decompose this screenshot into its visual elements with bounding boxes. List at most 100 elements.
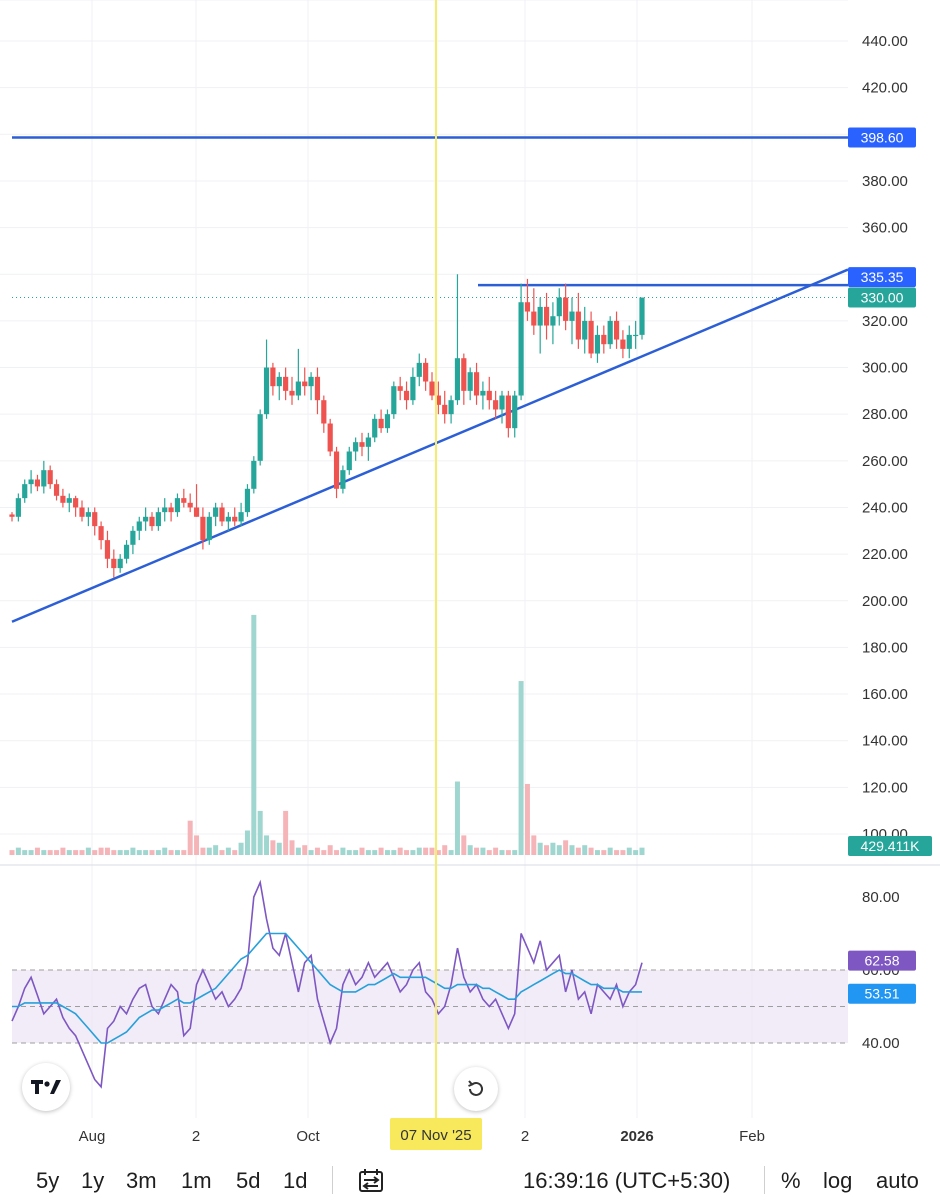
time-zone-readout[interactable]: 16:39:16 (UTC+5:30) [523,1168,731,1193]
volume-bar [499,850,505,855]
candle-body [149,516,155,527]
volume-bar [378,847,384,855]
volume-bar [563,840,569,855]
candle-body [200,516,206,541]
volume-bar [569,845,575,855]
toolbar-divider [764,1166,765,1194]
candle-body [531,311,537,326]
volume-bar [98,847,104,855]
candle-body [308,376,314,387]
volume-bar [601,850,607,855]
volume-bar [111,850,117,855]
candle-body [442,404,448,415]
candle-body [391,386,397,415]
candle-body [174,498,181,513]
rsi-axis-label: 40.00 [862,1035,900,1052]
percent-scale-toggle[interactable]: % [781,1168,801,1193]
volume-bar [575,847,581,855]
volume-bar [620,850,626,855]
timeframe-1y[interactable]: 1y [81,1168,105,1193]
volume-bar [244,830,250,855]
rsi-value-tag-label: 62.58 [864,953,899,969]
volume-bar [448,850,454,855]
timeframe-1m[interactable]: 1m [181,1168,212,1193]
candle-body [136,521,142,531]
price-tag-last: 330.00 [848,287,916,308]
rsi-value-tag: 62.58 [848,950,916,971]
candle-body [321,400,327,424]
candle-body [620,339,626,349]
log-scale-toggle[interactable]: log [823,1168,853,1193]
timeframe-5d[interactable]: 5d [236,1168,261,1193]
volume-bar [302,845,308,855]
candle-body [601,334,607,345]
crosshair-date-box [390,1118,482,1150]
candle-body [486,390,492,401]
candle-body [493,400,499,410]
candle-body [359,442,365,447]
candle-body [276,376,282,387]
volume-bar [480,847,486,855]
volume-bars [9,614,645,855]
rsi-value-tag-box [848,950,916,971]
volume-bar [512,850,518,855]
volume-bar [289,840,295,855]
price-tag-398: 398.60 [848,127,916,148]
candle-body [473,372,480,396]
calendar-range-icon[interactable] [358,1169,384,1193]
timeframe-1d[interactable]: 1d [283,1168,308,1193]
volume-bar [537,842,543,855]
candle-body [633,334,639,337]
volume-bar [518,681,524,855]
candle-body [575,311,581,340]
candle-body [104,540,111,559]
candle-body [372,418,378,438]
price-tag-398-box [848,127,916,148]
volume-bar [397,847,403,855]
volume-bar [162,847,168,855]
volume-bar [104,847,110,855]
candle-body [333,451,340,489]
candle-body [353,442,359,452]
rsi-line [11,879,643,1089]
volume-bar [308,850,314,855]
volume-bar [391,850,397,855]
volume-bar [544,845,550,855]
candle-body [435,395,441,405]
auto-scale-toggle[interactable]: auto [876,1168,919,1193]
candles [9,274,645,578]
volume-bar [276,842,282,855]
volume-bar [295,847,301,855]
volume-bar [22,850,28,855]
price-axis-label: 200.00 [862,593,908,610]
tradingview-logo-icon[interactable] [22,1063,70,1111]
volume-bar [136,850,142,855]
candle-body [550,316,556,326]
candle-body [181,498,187,503]
volume-bar [461,835,467,855]
candle-body [244,488,251,513]
volume-bar [225,847,231,855]
rsi-ma-value-tag-label: 53.51 [864,986,899,1002]
price-axis-label: 180.00 [862,639,908,656]
candle-body [219,507,225,522]
price-axis-label: 380.00 [862,173,908,190]
candle-body [543,306,550,326]
timeframe-5y[interactable]: 5y [36,1168,60,1193]
price-axis-label: 240.00 [862,499,908,516]
candle-body [384,414,391,429]
candle-body [467,372,473,391]
reset-chart-button[interactable] [454,1067,498,1111]
volume-tag-box [848,836,932,856]
candle-body [53,484,60,496]
candle-body [378,418,384,429]
timeframe-3m[interactable]: 3m [126,1168,157,1193]
volume-bar [321,850,327,855]
volume-bar [524,783,530,855]
candle-body [302,381,308,387]
grid [0,0,848,1118]
candle-body [143,516,149,522]
candle-body [213,507,219,517]
volume-bar [384,850,390,855]
